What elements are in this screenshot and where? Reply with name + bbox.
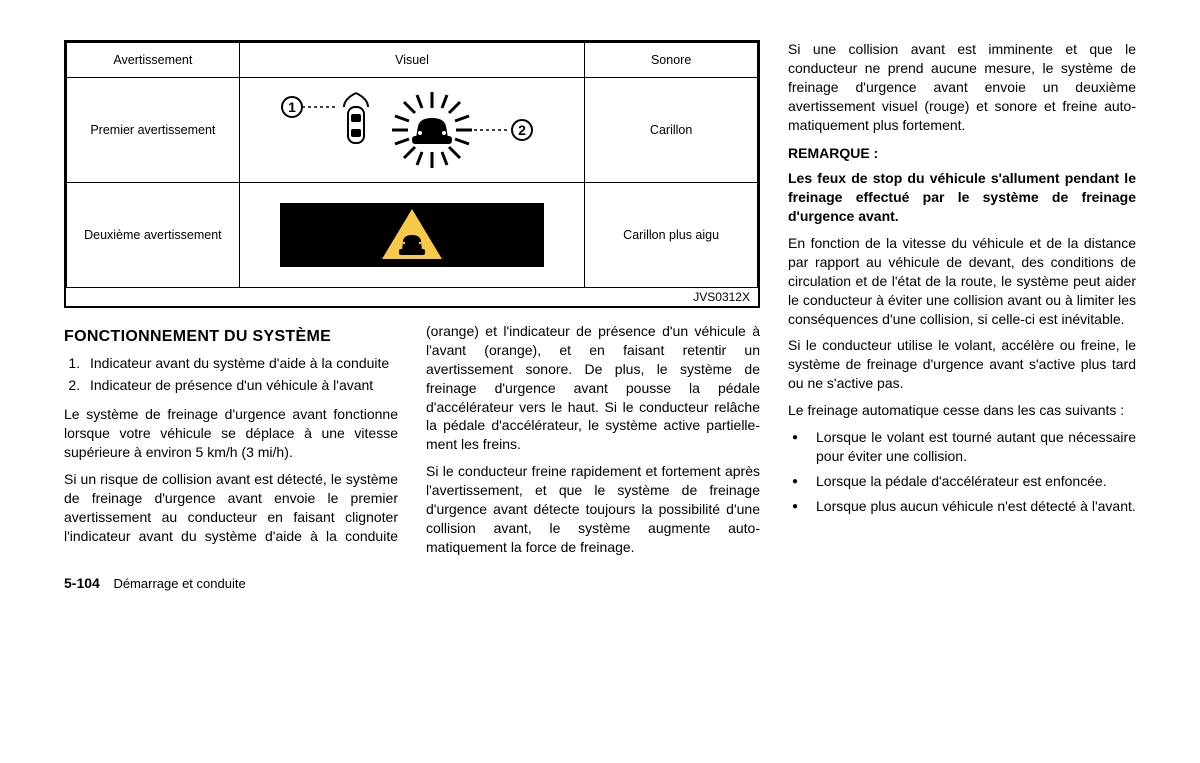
numbered-list: Indicateur avant du système d'aide à la … — [64, 354, 398, 396]
first-warning-icon: 1 — [272, 87, 552, 173]
body-paragraph: Si le conducteur utilise le volant, accé… — [788, 336, 1136, 393]
list-item: Indicateur avant du système d'aide à la … — [84, 354, 398, 373]
row1-label: Premier avertissement — [67, 78, 240, 183]
svg-text:2: 2 — [518, 122, 526, 138]
body-paragraph: Si une collision avant est imminente et … — [788, 40, 1136, 134]
list-item: Lorsque la pédale d'accélérateur est enf… — [806, 472, 1136, 491]
col-header-avertissement: Avertissement — [67, 43, 240, 78]
remarque-body: Les feux de stop du véhicule s'allument … — [788, 169, 1136, 226]
row2-sonore: Carillon plus aigu — [585, 183, 758, 288]
body-paragraph: Le freinage automatique cesse dans les c… — [788, 401, 1136, 420]
bullet-list: Lorsque le volant est tourné autant que … — [788, 428, 1136, 516]
row1-visual: 1 — [239, 78, 585, 183]
page-content: Avertissement Visuel Sonore Premier aver… — [64, 40, 1136, 557]
left-area: Avertissement Visuel Sonore Premier aver… — [64, 40, 760, 557]
svg-text:1: 1 — [288, 99, 296, 115]
table-row: Deuxième avertissement — [67, 183, 758, 288]
warning-diagram: Avertissement Visuel Sonore Premier aver… — [64, 40, 760, 308]
row2-label: Deuxième avertissement — [67, 183, 240, 288]
remarque-heading: REMARQUE : — [788, 144, 1136, 163]
body-paragraph: Si le conducteur freine rapidement et fo… — [426, 462, 760, 556]
col-header-sonore: Sonore — [585, 43, 758, 78]
right-column: Si une collision avant est imminente et … — [788, 40, 1136, 557]
list-item: Lorsque le volant est tourné autant que … — [806, 428, 1136, 466]
list-item: Indicateur de présence d'un véhicule à l… — [84, 376, 398, 395]
row1-sonore: Carillon — [585, 78, 758, 183]
section-title: FONCTIONNEMENT DU SYSTÈME — [64, 326, 398, 348]
chapter-title: Démarrage et conduite — [113, 576, 245, 591]
page-number: 5-104 — [64, 575, 100, 591]
figure-code: JVS0312X — [66, 288, 758, 306]
row2-visual — [239, 183, 585, 288]
page-footer: 5-104 Démarrage et conduite — [64, 575, 1136, 591]
body-paragraph: En fonction de la vitesse du véhicule et… — [788, 234, 1136, 328]
body-paragraph: Le système de freinage d'urgence avant f… — [64, 405, 398, 462]
table-header-row: Avertissement Visuel Sonore — [67, 43, 758, 78]
second-warning-icon — [272, 195, 552, 275]
warning-table: Avertissement Visuel Sonore Premier aver… — [66, 42, 758, 288]
list-item: Lorsque plus aucun véhicule n'est dé­tec… — [806, 497, 1136, 516]
col-header-visuel: Visuel — [239, 43, 585, 78]
table-row: Premier avertissement 1 — [67, 78, 758, 183]
body-text-columns: FONCTIONNEMENT DU SYSTÈME Indicateur ava… — [64, 322, 760, 557]
